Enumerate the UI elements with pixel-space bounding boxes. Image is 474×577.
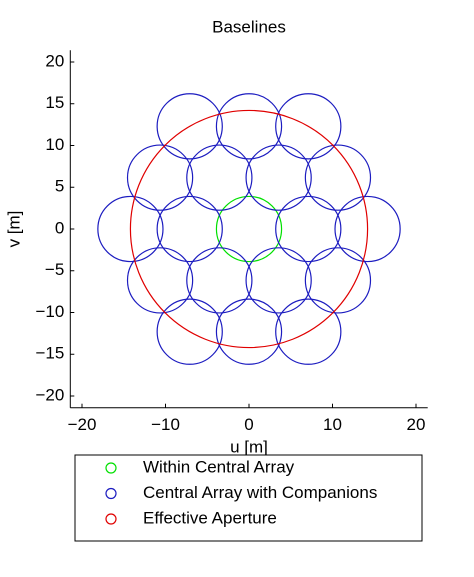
x-tick-label: 20 — [407, 415, 426, 434]
baseline-circle — [215, 93, 283, 160]
legend-label: Within Central Array — [143, 457, 295, 476]
y-tick-label: −20 — [35, 385, 64, 404]
baseline-circle — [275, 195, 342, 263]
x-axis-label: u [m] — [230, 437, 268, 456]
baseline-circle — [156, 93, 223, 160]
baseline-circle — [186, 144, 253, 211]
baseline-circle — [129, 109, 369, 349]
y-tick-label: 20 — [45, 51, 64, 70]
legend-box — [74, 454, 423, 542]
y-tick-label: −15 — [35, 344, 64, 363]
baseline-circle — [126, 144, 194, 211]
baseline-circle — [97, 195, 164, 263]
baseline-circle — [304, 144, 372, 211]
baseline-circle — [126, 247, 194, 314]
legend-marker — [105, 462, 117, 474]
y-tick-label: −10 — [35, 302, 64, 321]
baseline-circle — [156, 195, 223, 263]
baseline-circle — [275, 93, 342, 160]
x-tick-label: 0 — [244, 415, 253, 434]
baseline-circle — [215, 195, 283, 263]
y-tick-label: 0 — [55, 218, 64, 237]
y-tick-label: 15 — [45, 93, 64, 112]
legend-label: Effective Aperture — [143, 508, 277, 527]
baseline-circle — [156, 298, 223, 365]
baseline-circle — [275, 298, 342, 365]
legend-label: Central Array with Companions — [143, 483, 377, 502]
baseline-circle — [334, 195, 401, 263]
y-axis-label: v [m] — [4, 211, 23, 248]
x-tick-label: 10 — [323, 415, 342, 434]
chart-title: Baselines — [212, 17, 286, 36]
y-tick-label: −5 — [45, 260, 64, 279]
legend-marker — [105, 513, 117, 525]
y-tick-label: 5 — [55, 177, 64, 196]
baseline-circle — [304, 247, 372, 314]
baseline-circle — [245, 247, 312, 314]
baseline-circle — [186, 247, 253, 314]
y-tick-label: 10 — [45, 135, 64, 154]
x-tick-label: −10 — [151, 415, 180, 434]
baseline-circle — [215, 298, 283, 365]
baseline-circle — [245, 144, 312, 211]
x-tick-label: −20 — [68, 415, 97, 434]
legend-marker — [105, 487, 117, 500]
